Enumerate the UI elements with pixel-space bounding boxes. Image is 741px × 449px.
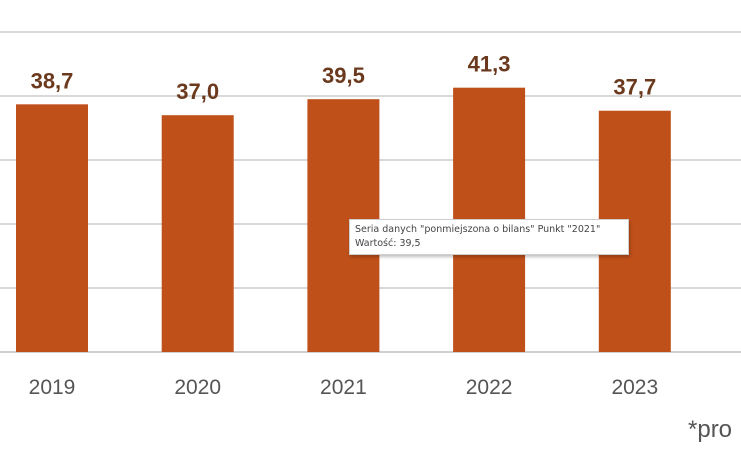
x-tick-label-2021: 2021 <box>320 376 367 399</box>
tooltip-series-line: Seria danych "ponmiejszona o bilans" Pun… <box>355 224 601 235</box>
tooltip-value-line: Wartość: 39,5 <box>355 238 421 249</box>
data-label-2023: 37,7 <box>613 75 656 100</box>
x-tick-label-2022: 2022 <box>466 376 513 399</box>
data-label-2020: 37,0 <box>176 79 219 104</box>
footnote: *pro <box>688 416 733 443</box>
data-label-2019: 38,7 <box>31 68 74 93</box>
bar-2019 <box>16 104 88 352</box>
bar-2020 <box>161 115 234 352</box>
x-tick-label-2019: 2019 <box>29 376 76 399</box>
x-tick-label-2023: 2023 <box>611 376 658 399</box>
data-point-tooltip: Seria danych "ponmiejszona o bilans" Pun… <box>349 219 629 255</box>
data-label-2021: 39,5 <box>322 63 365 88</box>
x-tick-label-2020: 2020 <box>174 376 221 399</box>
data-label-2022: 41,3 <box>468 52 511 77</box>
